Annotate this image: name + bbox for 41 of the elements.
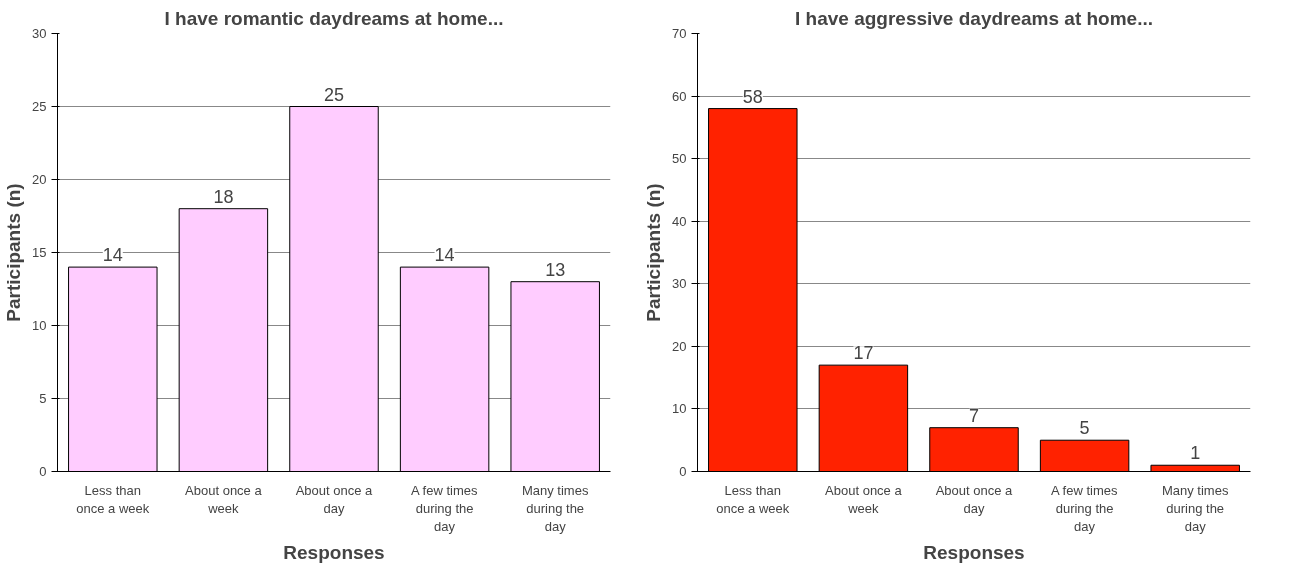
y-tick-label: 20	[672, 338, 687, 354]
data-label: 5	[1079, 418, 1090, 439]
y-tick-label: 0	[679, 464, 687, 479]
y-axis-title: Participants (n)	[643, 183, 665, 322]
chart-title: I have romantic daydreams at home...	[164, 7, 504, 29]
chart-title: I have aggressive daydreams at home...	[795, 7, 1154, 29]
y-tick-label: 20	[32, 172, 47, 187]
y-tick-label: 30	[672, 276, 687, 292]
data-label: 14	[102, 245, 123, 266]
y-tick-label: 0	[39, 464, 47, 479]
y-tick-label: 5	[39, 391, 47, 406]
x-tick-label: A few times during the day	[411, 482, 478, 534]
data-label: 7	[968, 405, 980, 426]
x-axis-title: Responses	[923, 541, 1025, 563]
x-tick-label: Many times during the day	[521, 482, 589, 534]
x-tick-label: About once a day	[295, 482, 374, 516]
data-label: 58	[742, 86, 763, 107]
y-tick-label: 25	[32, 99, 47, 114]
y-axis-title: Participants (n)	[3, 183, 25, 322]
x-tick-label: Many times during the day	[1161, 482, 1229, 534]
data-label: 17	[853, 343, 874, 364]
x-axis-title: Responses	[283, 541, 385, 563]
data-label: 1	[1190, 443, 1201, 464]
data-label: 14	[434, 245, 455, 266]
data-label: 25	[323, 84, 345, 105]
data-label: 18	[213, 186, 234, 207]
x-tick-label: Less than once a week	[76, 482, 150, 516]
y-tick-label: 10	[672, 401, 687, 417]
y-tick-label: 60	[672, 88, 687, 104]
y-tick-label: 15	[32, 245, 47, 260]
x-tick-label: About once a day	[935, 482, 1014, 516]
x-tick-label: Less than once a week	[716, 482, 790, 516]
x-tick-label: About once a week	[185, 482, 263, 516]
x-tick-label: A few times during the day	[1051, 482, 1118, 534]
data-label: 13	[545, 259, 566, 280]
y-tick-label: 30	[32, 26, 47, 41]
y-tick-label: 70	[672, 26, 687, 41]
y-tick-label: 10	[32, 318, 47, 333]
y-tick-label: 50	[672, 151, 687, 167]
x-tick-label: About once a week	[825, 482, 903, 516]
y-tick-label: 40	[672, 213, 687, 229]
